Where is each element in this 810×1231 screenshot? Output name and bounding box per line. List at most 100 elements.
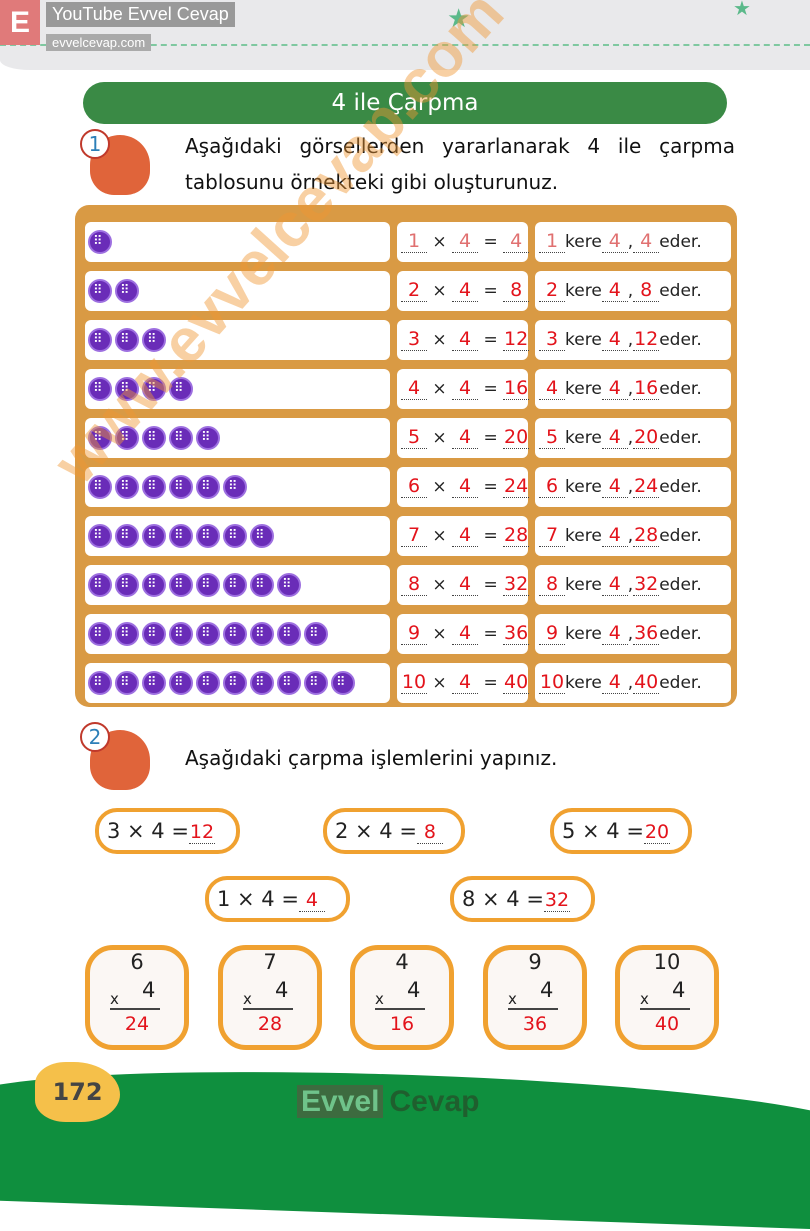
product: 16 — [633, 377, 660, 400]
button-icon — [250, 524, 274, 548]
multiplicand: 6 — [130, 950, 144, 974]
product: 32 — [633, 573, 660, 596]
button-icon — [196, 622, 220, 646]
buttons-cell — [85, 320, 390, 360]
kere-word: kere — [565, 526, 602, 546]
multiplicand: 9 — [528, 950, 542, 974]
button-icon — [88, 671, 112, 695]
answer: 4 — [298, 889, 325, 912]
factor: 4 — [539, 377, 565, 400]
expression: 2 × 4 = — [335, 819, 417, 843]
times-sign: × — [432, 477, 447, 497]
answer: 8 — [416, 821, 443, 844]
eder-word: eder. — [659, 330, 702, 350]
times-sign: × — [432, 281, 447, 301]
button-icon — [196, 524, 220, 548]
factor: 3 — [539, 328, 565, 351]
multiplicand: 7 — [263, 950, 277, 974]
factor: 4 — [452, 230, 479, 253]
button-icon — [142, 377, 166, 401]
question-2-text: Aşağıdaki çarpma işlemlerini yapınız. — [185, 746, 558, 770]
product: 40 — [503, 671, 530, 694]
expression: 5 × 4 = — [562, 819, 644, 843]
button-icon — [142, 573, 166, 597]
answer: 12 — [188, 821, 215, 844]
eder-word: eder. — [659, 477, 702, 497]
factor: 4 — [601, 377, 628, 400]
brand-logo: E — [0, 0, 40, 45]
equation-cell: 8 × 4 = 32 — [397, 565, 530, 605]
equals-sign: = — [483, 526, 498, 546]
button-icon — [142, 524, 166, 548]
sentence-cell: 10kere 4,40eder. — [535, 663, 731, 703]
kere-word: kere — [565, 624, 602, 644]
button-icon — [88, 622, 112, 646]
button-icon — [88, 475, 112, 499]
page-title: 4 ile Çarpma — [83, 82, 727, 124]
product: 12 — [503, 328, 530, 351]
button-icon — [88, 279, 112, 303]
buttons-cell — [85, 271, 390, 311]
eder-word: eder. — [659, 379, 702, 399]
divider-line — [508, 1008, 558, 1010]
vertical-multiplication-card: 9 x 4 36 — [483, 945, 587, 1050]
factor: 4 — [401, 377, 427, 400]
eder-word: eder. — [659, 232, 702, 252]
sentence-cell: 7 kere 4,28eder. — [535, 516, 731, 556]
button-icon — [142, 671, 166, 695]
site-label: evvelcevap.com — [46, 34, 152, 51]
factor: 4 — [452, 475, 479, 498]
sentence-cell: 5 kere 4,20eder. — [535, 418, 731, 458]
button-icon — [88, 573, 112, 597]
product: 4 — [503, 230, 530, 253]
button-icon — [169, 426, 193, 450]
sentence-cell: 1 kere 4, 4 eder. — [535, 222, 731, 262]
factor: 4 — [452, 573, 479, 596]
eder-word: eder. — [659, 575, 702, 595]
sentence-cell: 6 kere 4,24eder. — [535, 467, 731, 507]
button-icon — [250, 622, 274, 646]
equals-sign: = — [483, 624, 498, 644]
factor: 4 — [601, 279, 628, 302]
button-icon — [142, 475, 166, 499]
times-sign: × — [432, 575, 447, 595]
factor: 4 — [452, 279, 479, 302]
equals-sign: = — [483, 575, 498, 595]
button-icon — [115, 475, 139, 499]
equation-cell: 4 × 4 = 16 — [397, 369, 530, 409]
factor: 6 — [401, 475, 427, 498]
answer: 28 — [257, 1013, 283, 1035]
button-icon — [250, 573, 274, 597]
factor: 6 — [539, 475, 565, 498]
eder-word: eder. — [659, 281, 702, 301]
equation-oval: 5 × 4 =20 — [550, 808, 692, 854]
question-number: 2 — [80, 722, 110, 752]
multiplicand: 4 — [395, 950, 409, 974]
eder-word: eder. — [659, 624, 702, 644]
button-icon — [250, 671, 274, 695]
eder-word: eder. — [659, 673, 702, 693]
kere-word: kere — [565, 330, 602, 350]
expression: 1 × 4 = — [217, 887, 299, 911]
equation-oval: 8 × 4 =32 — [450, 876, 595, 922]
button-icon — [196, 671, 220, 695]
product: 12 — [633, 328, 660, 351]
button-icon — [115, 622, 139, 646]
page-number: 172 — [35, 1062, 120, 1122]
star-icon: ★ — [447, 4, 471, 34]
star-icon: ★ — [733, 0, 751, 20]
times-sign: × — [432, 673, 447, 693]
brand-watermark: E YouTube Evvel Cevap evvelcevap.com — [0, 0, 235, 51]
equals-sign: = — [483, 330, 498, 350]
factor: 8 — [401, 573, 427, 596]
times-sign: × — [432, 379, 447, 399]
sentence-cell: 9 kere 4,36eder. — [535, 614, 731, 654]
multiplier: 4 — [407, 978, 421, 1002]
kere-word: kere — [565, 575, 602, 595]
factor: 4 — [452, 622, 479, 645]
factor: 4 — [452, 426, 479, 449]
multiplicand: 10 — [653, 950, 681, 974]
multiplier: 4 — [275, 978, 289, 1002]
times-sign: × — [432, 232, 447, 252]
buttons-cell — [85, 516, 390, 556]
